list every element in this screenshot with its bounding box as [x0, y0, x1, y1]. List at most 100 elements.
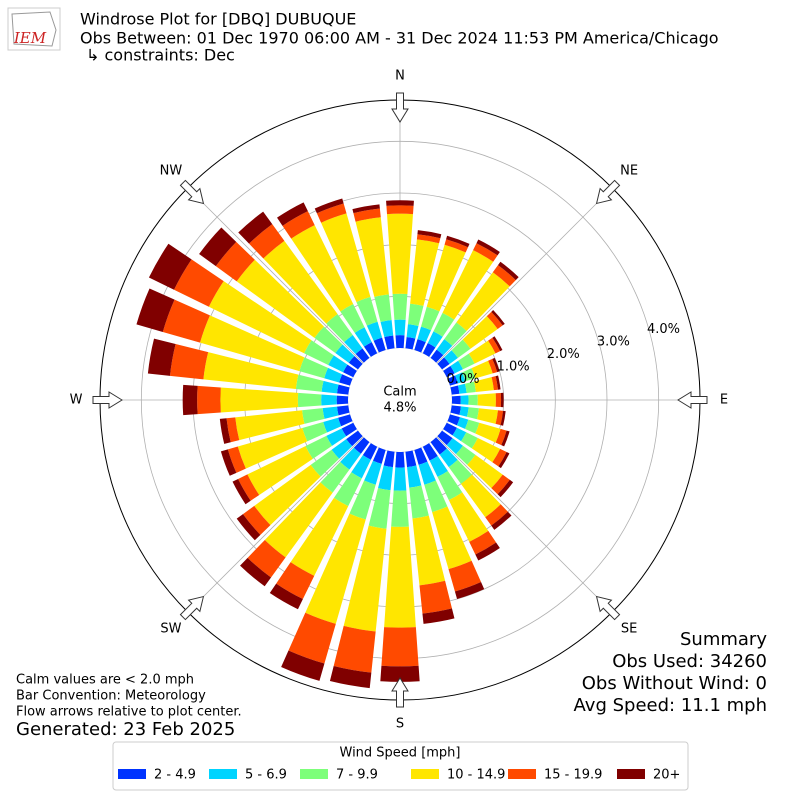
wind-bar	[462, 368, 476, 382]
flow-arrow	[179, 179, 205, 205]
wind-bar	[208, 281, 312, 354]
wind-bar	[475, 542, 500, 561]
note: Flow arrows relative to plot center.	[16, 705, 242, 720]
wind-bar	[451, 339, 471, 358]
wind-bar	[437, 357, 450, 370]
wind-bar	[491, 310, 505, 326]
wind-bar	[473, 243, 498, 262]
wind-bar	[458, 353, 475, 370]
flow-arrow	[179, 595, 205, 621]
chart-title: Windrose Plot for [DBQ] DUBUQUE	[80, 10, 356, 29]
summary: Summary	[680, 629, 767, 650]
wind-bar	[495, 428, 507, 446]
wind-bar	[174, 259, 224, 307]
wind-bar	[491, 376, 498, 391]
wind-bar	[407, 465, 422, 488]
wind-bar	[405, 450, 417, 468]
wind-bar	[321, 380, 339, 394]
wind-bar	[197, 385, 221, 415]
wind-bar	[492, 336, 503, 352]
wind-bar	[474, 377, 494, 393]
wind-bar	[412, 515, 446, 586]
logo-text: IEM	[13, 29, 47, 47]
wind-bar	[395, 335, 405, 349]
wind-bar	[148, 243, 192, 290]
wind-bar	[488, 337, 501, 354]
wind-bar	[340, 304, 365, 333]
wind-bar	[162, 299, 210, 343]
direction-label: NW	[160, 163, 183, 178]
constraints: ↳ constraints: Dec	[86, 46, 235, 65]
wind-bar	[454, 582, 485, 599]
wind-bar	[477, 393, 496, 407]
wind-bar	[310, 449, 340, 477]
wind-bar	[468, 394, 478, 406]
wind-bar	[442, 250, 494, 320]
direction-label: S	[396, 717, 404, 732]
wind-bar	[443, 422, 457, 436]
wind-bar	[314, 198, 344, 214]
wind-bar	[444, 350, 458, 364]
wind-bar	[290, 497, 349, 576]
wind-bar	[410, 239, 440, 306]
wind-bar	[339, 374, 353, 386]
wind-bar	[336, 384, 350, 395]
wind-bar	[338, 414, 353, 427]
wind-bar	[295, 374, 324, 392]
wind-bar	[495, 410, 504, 426]
wind-bar	[364, 460, 382, 485]
wind-bar	[418, 461, 436, 485]
wind-bar	[450, 405, 461, 415]
wind-bar	[414, 447, 428, 465]
wind-bar	[304, 340, 334, 365]
wind-bar	[220, 387, 299, 413]
wind-bar	[492, 265, 516, 287]
wind-bar	[444, 239, 469, 253]
wind-bar	[321, 213, 371, 302]
wind-bar	[281, 650, 325, 681]
wind-bar	[424, 480, 448, 513]
legend-swatch	[300, 769, 328, 779]
wind-bar	[416, 234, 441, 244]
wind-bar	[451, 395, 461, 405]
wind-bar	[235, 410, 305, 441]
wind-bar	[461, 432, 478, 449]
wind-bar	[314, 326, 343, 354]
generated: Generated: 23 Feb 2025	[16, 719, 235, 740]
wind-bar	[501, 430, 510, 447]
wind-bar	[326, 428, 347, 446]
wind-bar	[492, 357, 500, 373]
r-tick-label: 4.0%	[647, 322, 680, 337]
wind-bar	[448, 492, 489, 542]
wind-bar	[238, 474, 260, 501]
flow-arrow	[595, 179, 621, 205]
wind-bar	[343, 364, 357, 378]
wind-bar	[331, 439, 353, 459]
wind-bar	[236, 259, 324, 338]
wind-bar	[384, 335, 395, 350]
wind-bar	[475, 422, 501, 443]
wind-bar	[430, 437, 447, 455]
wind-bar	[355, 217, 389, 297]
wind-bar	[200, 315, 305, 372]
summary: Obs Without Wind: 0	[582, 673, 767, 694]
r-tick-label: 3.0%	[597, 334, 630, 349]
wind-bar	[386, 205, 414, 215]
wind-bar	[477, 408, 498, 424]
wind-bar	[291, 225, 354, 312]
wind-bar	[409, 485, 429, 519]
wind-bar	[353, 437, 370, 454]
wind-bar	[254, 464, 321, 526]
wind-bar	[324, 367, 343, 383]
wind-bar	[238, 211, 273, 244]
wind-bar	[386, 200, 414, 206]
wind-bar	[497, 261, 519, 281]
wind-bar	[199, 227, 237, 267]
wind-bar	[380, 320, 394, 338]
wind-bar	[417, 230, 442, 239]
legend-swatch	[617, 769, 645, 779]
wind-bar	[220, 449, 237, 476]
wind-bar	[406, 324, 419, 339]
wind-bar	[486, 311, 503, 330]
wind-bar	[237, 428, 308, 469]
